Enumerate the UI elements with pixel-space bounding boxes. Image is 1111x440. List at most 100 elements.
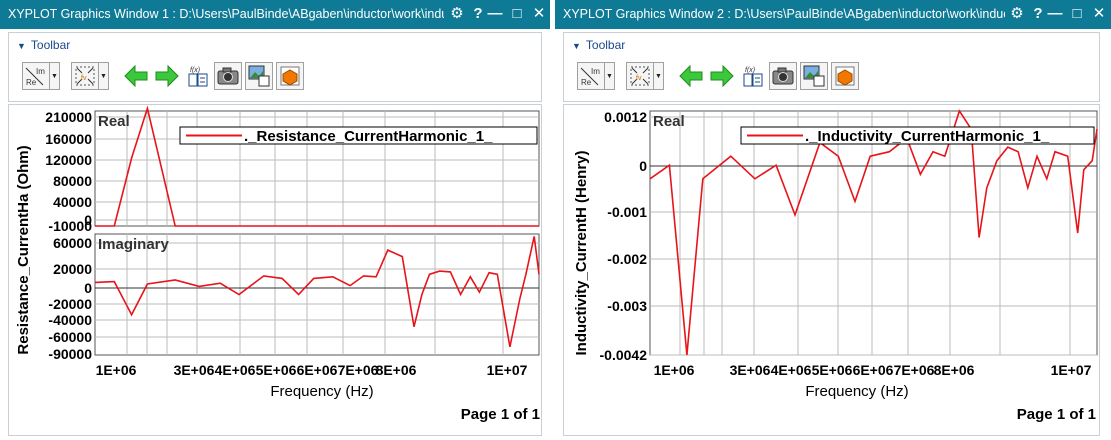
- x-tick-label: 8E+06: [376, 362, 417, 378]
- plot-panel: Inductivity_CurrentH (Henry) Frequency (…: [563, 104, 1100, 436]
- dropdown-icon[interactable]: ▼: [653, 62, 664, 90]
- fit-view-icon[interactable]: fv: [626, 62, 654, 90]
- toolbar-panel: ▼ Toolbar Im Re ▼ fv ▼ f(x): [563, 32, 1100, 102]
- image-export-icon[interactable]: [245, 62, 273, 90]
- y-axis-label: Resistance_CurrentHa (Ohm): [15, 145, 32, 354]
- y-tick-label: -60000: [48, 329, 92, 345]
- re-im-icon[interactable]: Im Re: [22, 62, 50, 90]
- chevron-down-icon: ▼: [572, 41, 581, 51]
- y-tick-label: -0.0042: [600, 347, 648, 363]
- function-icon[interactable]: f(x): [185, 62, 213, 90]
- toolbar-label: Toolbar: [585, 38, 626, 52]
- svg-text:Im: Im: [36, 67, 45, 76]
- question-icon[interactable]: ?: [473, 5, 483, 22]
- close-icon[interactable]: ✕: [532, 5, 546, 22]
- gear-icon[interactable]: ⚙: [450, 5, 464, 22]
- y-tick-label: 80000: [53, 173, 92, 189]
- toolbar-panel: ▼ Toolbar Im Re ▼ fv ▼ f(x): [8, 32, 542, 102]
- toolbar-header[interactable]: ▼ Toolbar: [572, 38, 625, 52]
- series-line: [94, 236, 540, 348]
- legend-box: [179, 126, 538, 145]
- package-icon[interactable]: [831, 62, 859, 90]
- image-export-icon[interactable]: [800, 62, 828, 90]
- dropdown-icon[interactable]: ▼: [49, 62, 60, 90]
- page-indicator: Page 1 of 1: [461, 406, 540, 423]
- package-icon[interactable]: [276, 62, 304, 90]
- page-indicator: Page 1 of 1: [1017, 406, 1096, 423]
- x-tick-label: 8E+06: [934, 362, 975, 378]
- re-im-icon[interactable]: Im Re: [577, 62, 605, 90]
- y-tick-label: -10000: [48, 218, 92, 234]
- y-tick-label: -90000: [48, 346, 92, 362]
- y-tick-label: 160000: [45, 131, 92, 147]
- x-tick-label: 1E+07: [1051, 362, 1092, 378]
- window-title: XYPLOT Graphics Window 2 : D:\Users\Paul…: [563, 7, 1005, 21]
- x-tick-label: 3E+06: [174, 362, 215, 378]
- plot-frame: [94, 233, 540, 356]
- window-separator: [550, 0, 555, 440]
- panel-label: Real: [653, 113, 685, 130]
- svg-text:fv: fv: [81, 75, 87, 82]
- xyplot-window-2: XYPLOT Graphics Window 2 : D:\Users\Paul…: [555, 0, 1111, 440]
- close-icon[interactable]: ✕: [1092, 5, 1106, 22]
- plot-panel: Resistance_CurrentHa (Ohm) Frequency (Hz…: [8, 104, 542, 436]
- camera-icon[interactable]: [769, 62, 797, 90]
- y-tick-label: 0: [639, 158, 647, 174]
- x-tick-label: 3E+06: [730, 362, 771, 378]
- y-tick-label: 0.0012: [604, 109, 647, 125]
- x-tick-label: 4E+06: [771, 362, 812, 378]
- dropdown-icon[interactable]: ▼: [604, 62, 615, 90]
- title-bar[interactable]: XYPLOT Graphics Window 2 : D:\Users\Paul…: [555, 0, 1111, 29]
- maximize-icon[interactable]: □: [512, 5, 522, 22]
- fit-view-icon[interactable]: fv: [71, 62, 99, 90]
- x-tick-label: 6E+06: [297, 362, 338, 378]
- y-tick-label: 40000: [53, 194, 92, 210]
- y-tick-label: 0: [84, 280, 92, 296]
- y-tick-label: -40000: [48, 312, 92, 328]
- window-title: XYPLOT Graphics Window 1 : D:\Users\Paul…: [8, 7, 444, 21]
- x-tick-label: 4E+06: [215, 362, 256, 378]
- x-tick-label: 5E+06: [812, 362, 853, 378]
- x-tick-label: 1E+06: [96, 362, 137, 378]
- x-tick-label: 6E+06: [853, 362, 894, 378]
- svg-text:Re: Re: [581, 78, 592, 87]
- x-tick-label: 7E+06: [338, 362, 379, 378]
- y-tick-label: -0.002: [607, 251, 647, 267]
- forward-arrow-icon[interactable]: [708, 62, 736, 90]
- function-icon[interactable]: f(x): [740, 62, 768, 90]
- svg-text:Im: Im: [591, 67, 600, 76]
- svg-text:fv: fv: [636, 75, 642, 82]
- y-axis-label: Inductivity_CurrentH (Henry): [573, 150, 590, 355]
- maximize-icon[interactable]: □: [1072, 5, 1082, 22]
- back-arrow-icon[interactable]: [677, 62, 705, 90]
- inductivity-chart[interactable]: Inductivity_CurrentH (Henry) Frequency (…: [564, 105, 1099, 435]
- series-line: [649, 109, 1098, 356]
- camera-icon[interactable]: [214, 62, 242, 90]
- resistance-chart[interactable]: Resistance_CurrentHa (Ohm) Frequency (Hz…: [9, 105, 541, 435]
- toolbar-label: Toolbar: [30, 38, 71, 52]
- x-tick-label: 7E+06: [894, 362, 935, 378]
- chevron-down-icon: ▼: [17, 41, 26, 51]
- minimize-icon[interactable]: —: [487, 5, 503, 22]
- plot-frame: [649, 110, 1098, 356]
- svg-text:Re: Re: [26, 78, 37, 87]
- forward-arrow-icon[interactable]: [153, 62, 181, 90]
- x-tick-label: 5E+06: [256, 362, 297, 378]
- gear-icon[interactable]: ⚙: [1010, 5, 1024, 22]
- dropdown-icon[interactable]: ▼: [98, 62, 109, 90]
- y-tick-label: 20000: [53, 261, 92, 277]
- svg-text:f(x): f(x): [190, 67, 200, 74]
- minimize-icon[interactable]: —: [1047, 5, 1063, 22]
- title-bar[interactable]: XYPLOT Graphics Window 1 : D:\Users\Paul…: [0, 0, 550, 29]
- toolbar-header[interactable]: ▼ Toolbar: [17, 38, 70, 52]
- y-tick-label: -20000: [48, 296, 92, 312]
- svg-text:f(x): f(x): [745, 67, 755, 74]
- y-tick-label: 0: [84, 212, 92, 228]
- x-axis-label: Frequency (Hz): [805, 383, 908, 400]
- legend-box: [740, 126, 1095, 145]
- back-arrow-icon[interactable]: [122, 62, 150, 90]
- series-line: [95, 105, 539, 227]
- panel-label: Imaginary: [98, 236, 170, 253]
- question-icon[interactable]: ?: [1033, 5, 1043, 22]
- legend-label: ._Inductivity_CurrentHarmonic_1_: [805, 128, 1050, 145]
